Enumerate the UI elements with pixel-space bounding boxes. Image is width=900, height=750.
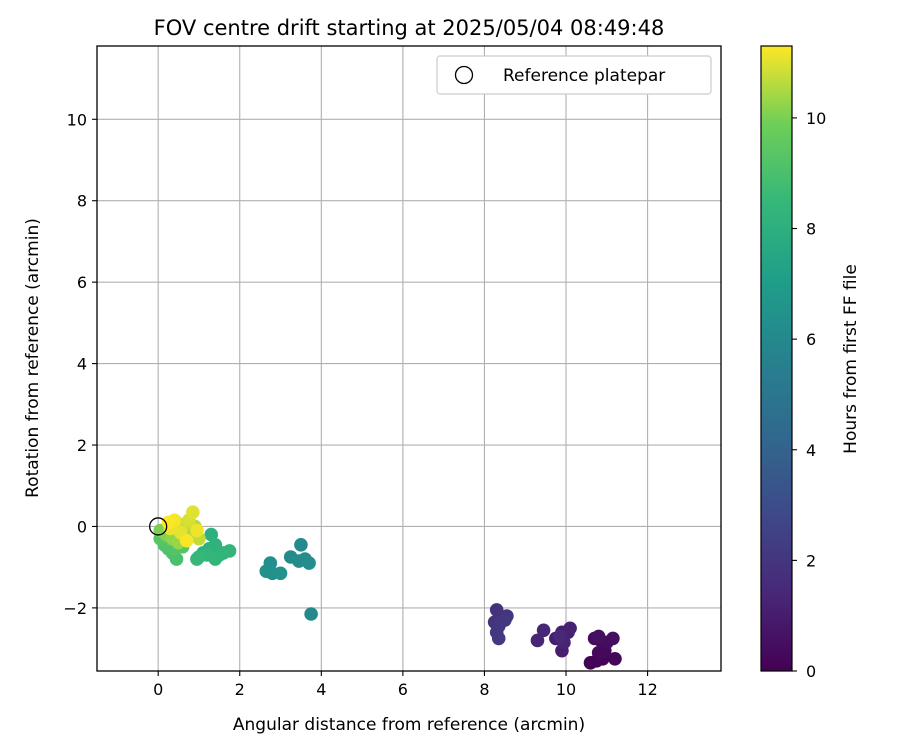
data-point bbox=[491, 631, 506, 646]
scatter-points bbox=[153, 505, 622, 670]
data-point bbox=[608, 651, 622, 666]
data-point bbox=[186, 505, 200, 520]
colorbar-label: Hours from first FF file bbox=[841, 264, 861, 454]
data-point bbox=[498, 613, 512, 627]
y-tick-label: 6 bbox=[77, 273, 87, 292]
data-point bbox=[179, 533, 194, 548]
y-tick-label: 10 bbox=[67, 110, 87, 129]
x-axis-ticks: 0 2 4 6 8 10 12 bbox=[153, 671, 658, 699]
y-tick-label: 0 bbox=[77, 517, 87, 536]
x-tick-label: 10 bbox=[556, 680, 576, 699]
data-point bbox=[302, 556, 316, 570]
legend-box bbox=[436, 55, 712, 95]
x-tick-label: 0 bbox=[153, 680, 163, 699]
data-point bbox=[606, 631, 620, 646]
colorbar-tick-label: 2 bbox=[806, 551, 816, 570]
x-tick-label: 8 bbox=[479, 680, 489, 699]
plot-frame bbox=[96, 45, 722, 672]
x-tick-label: 4 bbox=[316, 680, 326, 699]
data-point bbox=[536, 623, 551, 638]
data-point bbox=[591, 629, 606, 644]
x-tick-label: 2 bbox=[235, 680, 245, 699]
colorbar-ticks: 0 2 4 6 8 10 bbox=[792, 109, 826, 681]
chart-title: FOV centre drift starting at 2025/05/04 … bbox=[154, 16, 665, 40]
data-point bbox=[530, 633, 545, 648]
data-point bbox=[563, 621, 577, 636]
y-tick-label: 8 bbox=[77, 192, 87, 211]
x-tick-label: 12 bbox=[637, 680, 657, 699]
y-tick-label: 2 bbox=[77, 436, 87, 455]
data-point bbox=[294, 537, 308, 552]
colorbar-tick-label: 10 bbox=[806, 109, 826, 128]
y-tick-label: −2 bbox=[63, 599, 87, 618]
legend-circle-icon bbox=[454, 65, 474, 85]
data-point bbox=[304, 607, 318, 621]
y-axis-ticks: −2 0 2 4 6 8 10 bbox=[63, 110, 97, 618]
legend-entry: Reference platepar bbox=[503, 66, 665, 86]
colorbar-tick-label: 4 bbox=[806, 441, 816, 460]
reference-platepar-marker bbox=[149, 517, 168, 536]
colorbar-tick-label: 8 bbox=[806, 220, 816, 239]
data-point bbox=[222, 544, 237, 558]
data-point bbox=[204, 527, 218, 542]
data-point bbox=[553, 629, 567, 644]
data-point bbox=[489, 603, 504, 617]
colorbar-tick-label: 6 bbox=[806, 330, 816, 349]
x-axis-label: Angular distance from reference (arcmin) bbox=[233, 715, 585, 735]
colorbar bbox=[760, 45, 793, 672]
data-point bbox=[273, 566, 288, 581]
data-point bbox=[190, 552, 204, 566]
colorbar-tick-label: 0 bbox=[806, 662, 816, 681]
y-axis-label: Rotation from reference (arcmin) bbox=[23, 218, 43, 498]
y-tick-label: 4 bbox=[77, 355, 87, 374]
data-point bbox=[161, 515, 176, 530]
data-point bbox=[190, 523, 204, 538]
x-tick-label: 6 bbox=[398, 680, 408, 699]
legend: Reference platepar bbox=[436, 55, 712, 95]
